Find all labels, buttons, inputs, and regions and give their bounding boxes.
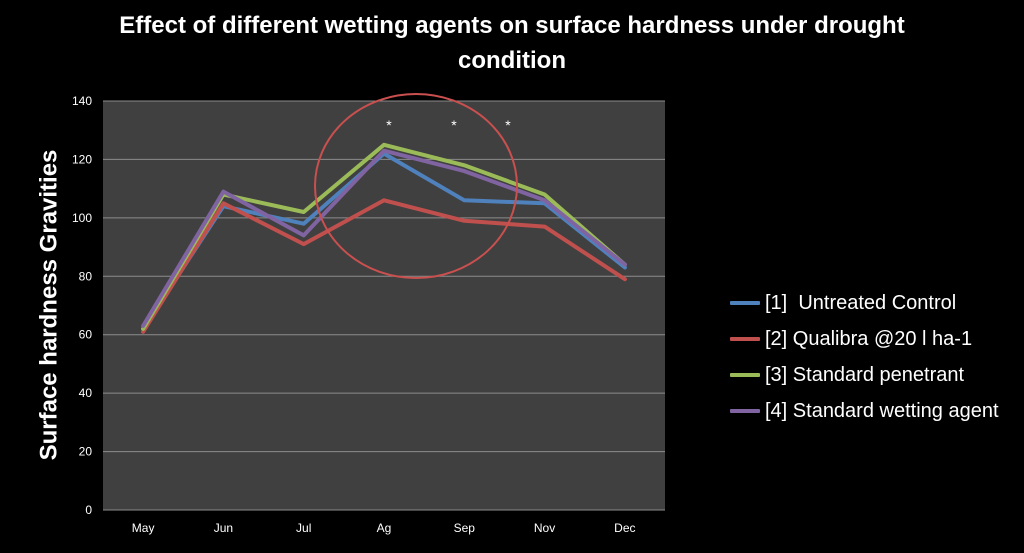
legend-item-untreated-control: [1] Untreated Control: [730, 289, 999, 317]
legend-swatch: [730, 409, 760, 413]
legend-label: [3] Standard penetrant: [765, 363, 965, 386]
y-tick-label: 120: [72, 152, 92, 166]
significance-asterisk: *: [505, 117, 511, 133]
series-line-2: [141, 198, 627, 334]
x-tick-label: May: [132, 521, 155, 535]
y-tick-label: 100: [72, 211, 92, 225]
x-tick-label: Jun: [214, 521, 233, 535]
legend-item-qualibra: [2] Qualibra @20 l ha-1: [730, 325, 999, 353]
highlight-circle: [314, 93, 518, 279]
legend-item-standard-penetrant: [3] Standard penetrant: [730, 361, 999, 389]
legend-swatch: [730, 337, 760, 341]
y-tick-label: 80: [79, 269, 93, 283]
chart-title: Effect of different wetting agents on su…: [119, 12, 905, 74]
x-tick-label: Ag: [377, 521, 392, 535]
x-tick-label: Dec: [614, 521, 635, 535]
series-lines: [141, 142, 627, 334]
legend-label: [4] Standard wetting agent: [765, 399, 999, 422]
legend: [1] Untreated Control [2] Qualibra @20 l…: [730, 289, 999, 433]
legend-swatch: [730, 301, 760, 305]
significance-markers: * * *: [386, 117, 511, 133]
y-tick-label: 140: [72, 94, 92, 108]
x-tick-label: Sep: [454, 521, 476, 535]
gridlines: [103, 100, 665, 511]
x-axis-ticks: May Jun Jul Ag Sep Nov Dec: [132, 521, 636, 535]
y-tick-label: 0: [85, 503, 92, 517]
y-axis-ticks: 0 20 40 60 80 100 120 140: [72, 94, 92, 517]
legend-label: [1] Untreated Control: [765, 291, 957, 314]
y-axis-label: Surface hardness Gravities: [35, 150, 62, 461]
significance-asterisk: *: [451, 117, 457, 133]
x-tick-label: Jul: [296, 521, 311, 535]
legend-swatch: [730, 373, 760, 377]
legend-item-standard-wetting-agent: [4] Standard wetting agent: [730, 397, 999, 425]
x-tick-label: Nov: [534, 521, 555, 535]
y-tick-label: 60: [79, 328, 93, 342]
significance-asterisk: *: [386, 117, 392, 133]
legend-label: [2] Qualibra @20 l ha-1: [765, 327, 973, 350]
series-line-4: [141, 148, 627, 328]
plot-area: [103, 101, 665, 510]
y-tick-label: 40: [79, 386, 93, 400]
y-tick-label: 20: [79, 445, 93, 459]
